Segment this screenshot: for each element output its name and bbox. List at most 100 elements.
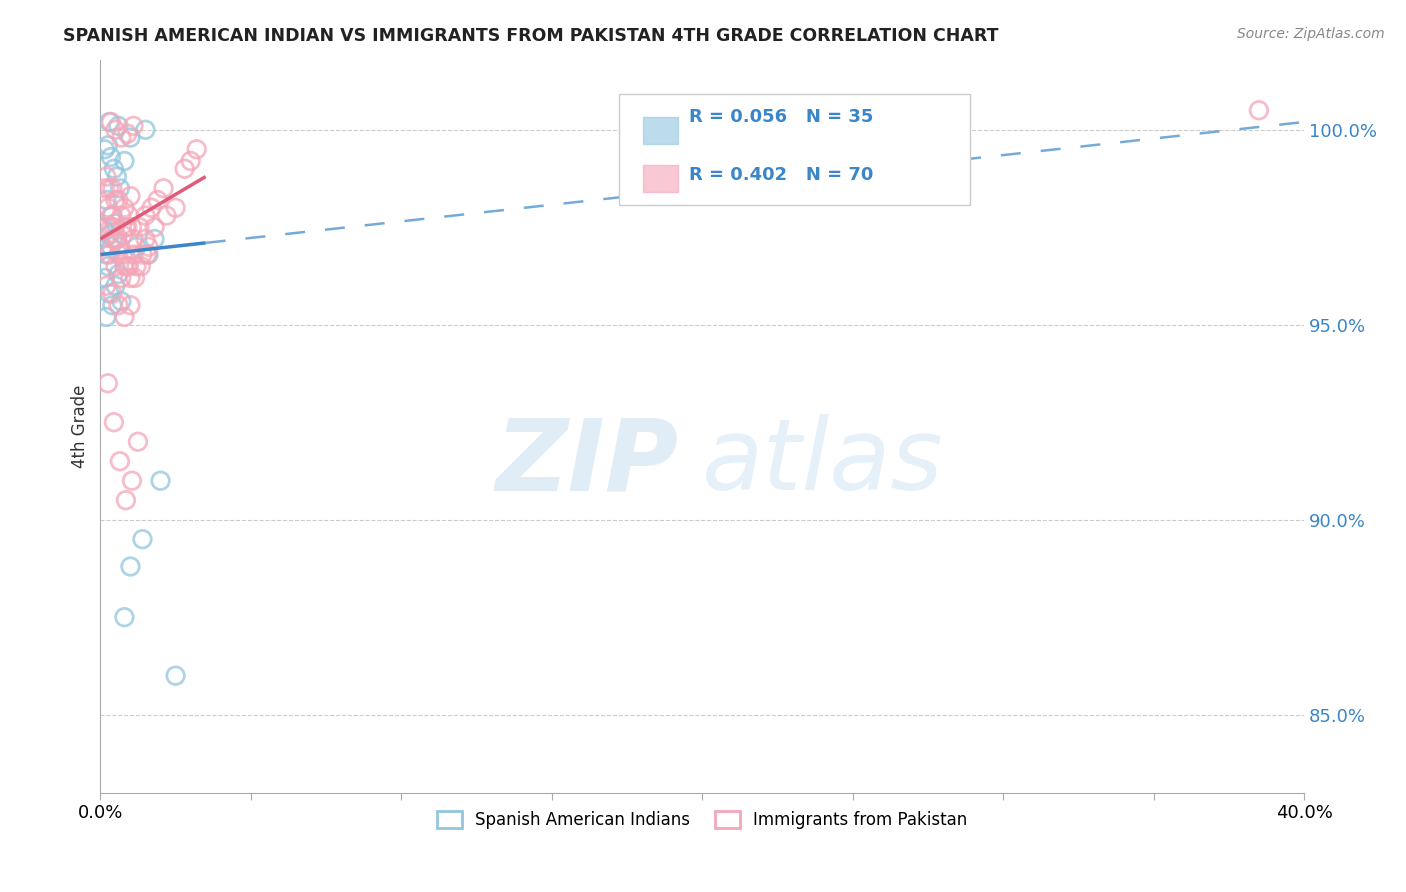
Point	[120, 559, 142, 574]
Point	[138, 240, 160, 254]
Point	[96, 193, 118, 207]
Point	[128, 220, 150, 235]
Point	[134, 232, 156, 246]
Point	[97, 259, 120, 273]
Text: atlas: atlas	[702, 414, 943, 511]
Point	[118, 209, 141, 223]
Point	[131, 532, 153, 546]
Point	[108, 181, 131, 195]
Point	[108, 240, 131, 254]
Point	[165, 201, 187, 215]
Point	[120, 130, 142, 145]
Point	[165, 668, 187, 682]
Point	[98, 286, 121, 301]
Point	[122, 119, 145, 133]
Point	[122, 247, 145, 261]
Point	[180, 153, 202, 168]
Point	[93, 220, 115, 235]
Point	[124, 271, 146, 285]
Point	[117, 220, 139, 235]
Point	[115, 493, 138, 508]
Point	[129, 259, 152, 273]
Point	[107, 247, 129, 261]
Point	[100, 220, 122, 235]
Point	[104, 278, 127, 293]
Point	[104, 216, 127, 230]
Point	[104, 193, 127, 207]
Point	[94, 271, 117, 285]
Point	[125, 259, 148, 273]
Text: R = 0.402   N = 70: R = 0.402 N = 70	[689, 166, 873, 184]
Point	[117, 127, 139, 141]
Point	[98, 181, 121, 195]
Text: ZIP: ZIP	[495, 414, 678, 511]
Point	[111, 228, 134, 243]
Point	[103, 415, 125, 429]
Point	[110, 130, 132, 145]
Point	[107, 193, 129, 207]
Point	[107, 267, 129, 281]
Point	[101, 298, 124, 312]
Point	[141, 201, 163, 215]
Point	[186, 142, 208, 156]
Point	[127, 434, 149, 449]
Point	[117, 259, 139, 273]
Point	[94, 181, 117, 195]
Point	[107, 119, 129, 133]
Point	[96, 247, 118, 261]
Point	[98, 228, 121, 243]
Point	[98, 115, 121, 129]
Point	[112, 153, 135, 168]
Point	[104, 123, 127, 137]
Text: R = 0.056   N = 35: R = 0.056 N = 35	[689, 108, 873, 126]
Point	[115, 220, 138, 235]
Point	[152, 181, 174, 195]
Point	[105, 169, 128, 184]
Point	[96, 220, 118, 235]
Point	[94, 142, 117, 156]
Point	[107, 298, 129, 312]
Legend: Spanish American Indians, Immigrants from Pakistan: Spanish American Indians, Immigrants fro…	[430, 804, 974, 836]
Point	[112, 310, 135, 324]
Point	[149, 474, 172, 488]
Point	[112, 610, 135, 624]
Point	[105, 232, 128, 246]
Point	[110, 209, 132, 223]
Point	[103, 220, 125, 235]
Point	[96, 169, 118, 184]
Point	[173, 161, 195, 176]
Point	[101, 209, 124, 223]
Point	[105, 232, 128, 246]
Point	[121, 220, 143, 235]
Point	[120, 298, 142, 312]
Point	[155, 209, 177, 223]
Point	[122, 232, 145, 246]
Point	[118, 259, 141, 273]
Point	[101, 181, 124, 195]
Point	[101, 286, 124, 301]
Point	[134, 123, 156, 137]
Point	[120, 189, 142, 203]
Point	[131, 247, 153, 261]
Point	[110, 294, 132, 309]
Point	[98, 247, 121, 261]
Point	[121, 474, 143, 488]
Text: Source: ZipAtlas.com: Source: ZipAtlas.com	[1237, 27, 1385, 41]
Point	[125, 240, 148, 254]
Point	[100, 209, 122, 223]
Point	[111, 247, 134, 261]
Point	[97, 201, 120, 215]
Text: SPANISH AMERICAN INDIAN VS IMMIGRANTS FROM PAKISTAN 4TH GRADE CORRELATION CHART: SPANISH AMERICAN INDIAN VS IMMIGRANTS FR…	[63, 27, 998, 45]
Point	[120, 271, 142, 285]
Point	[136, 247, 159, 261]
Point	[103, 161, 125, 176]
Point	[112, 201, 135, 215]
Point	[110, 271, 132, 285]
Point	[112, 259, 135, 273]
Point	[97, 376, 120, 391]
Point	[96, 278, 118, 293]
Point	[1247, 103, 1270, 118]
Point	[104, 259, 127, 273]
Point	[96, 310, 118, 324]
Point	[93, 240, 115, 254]
